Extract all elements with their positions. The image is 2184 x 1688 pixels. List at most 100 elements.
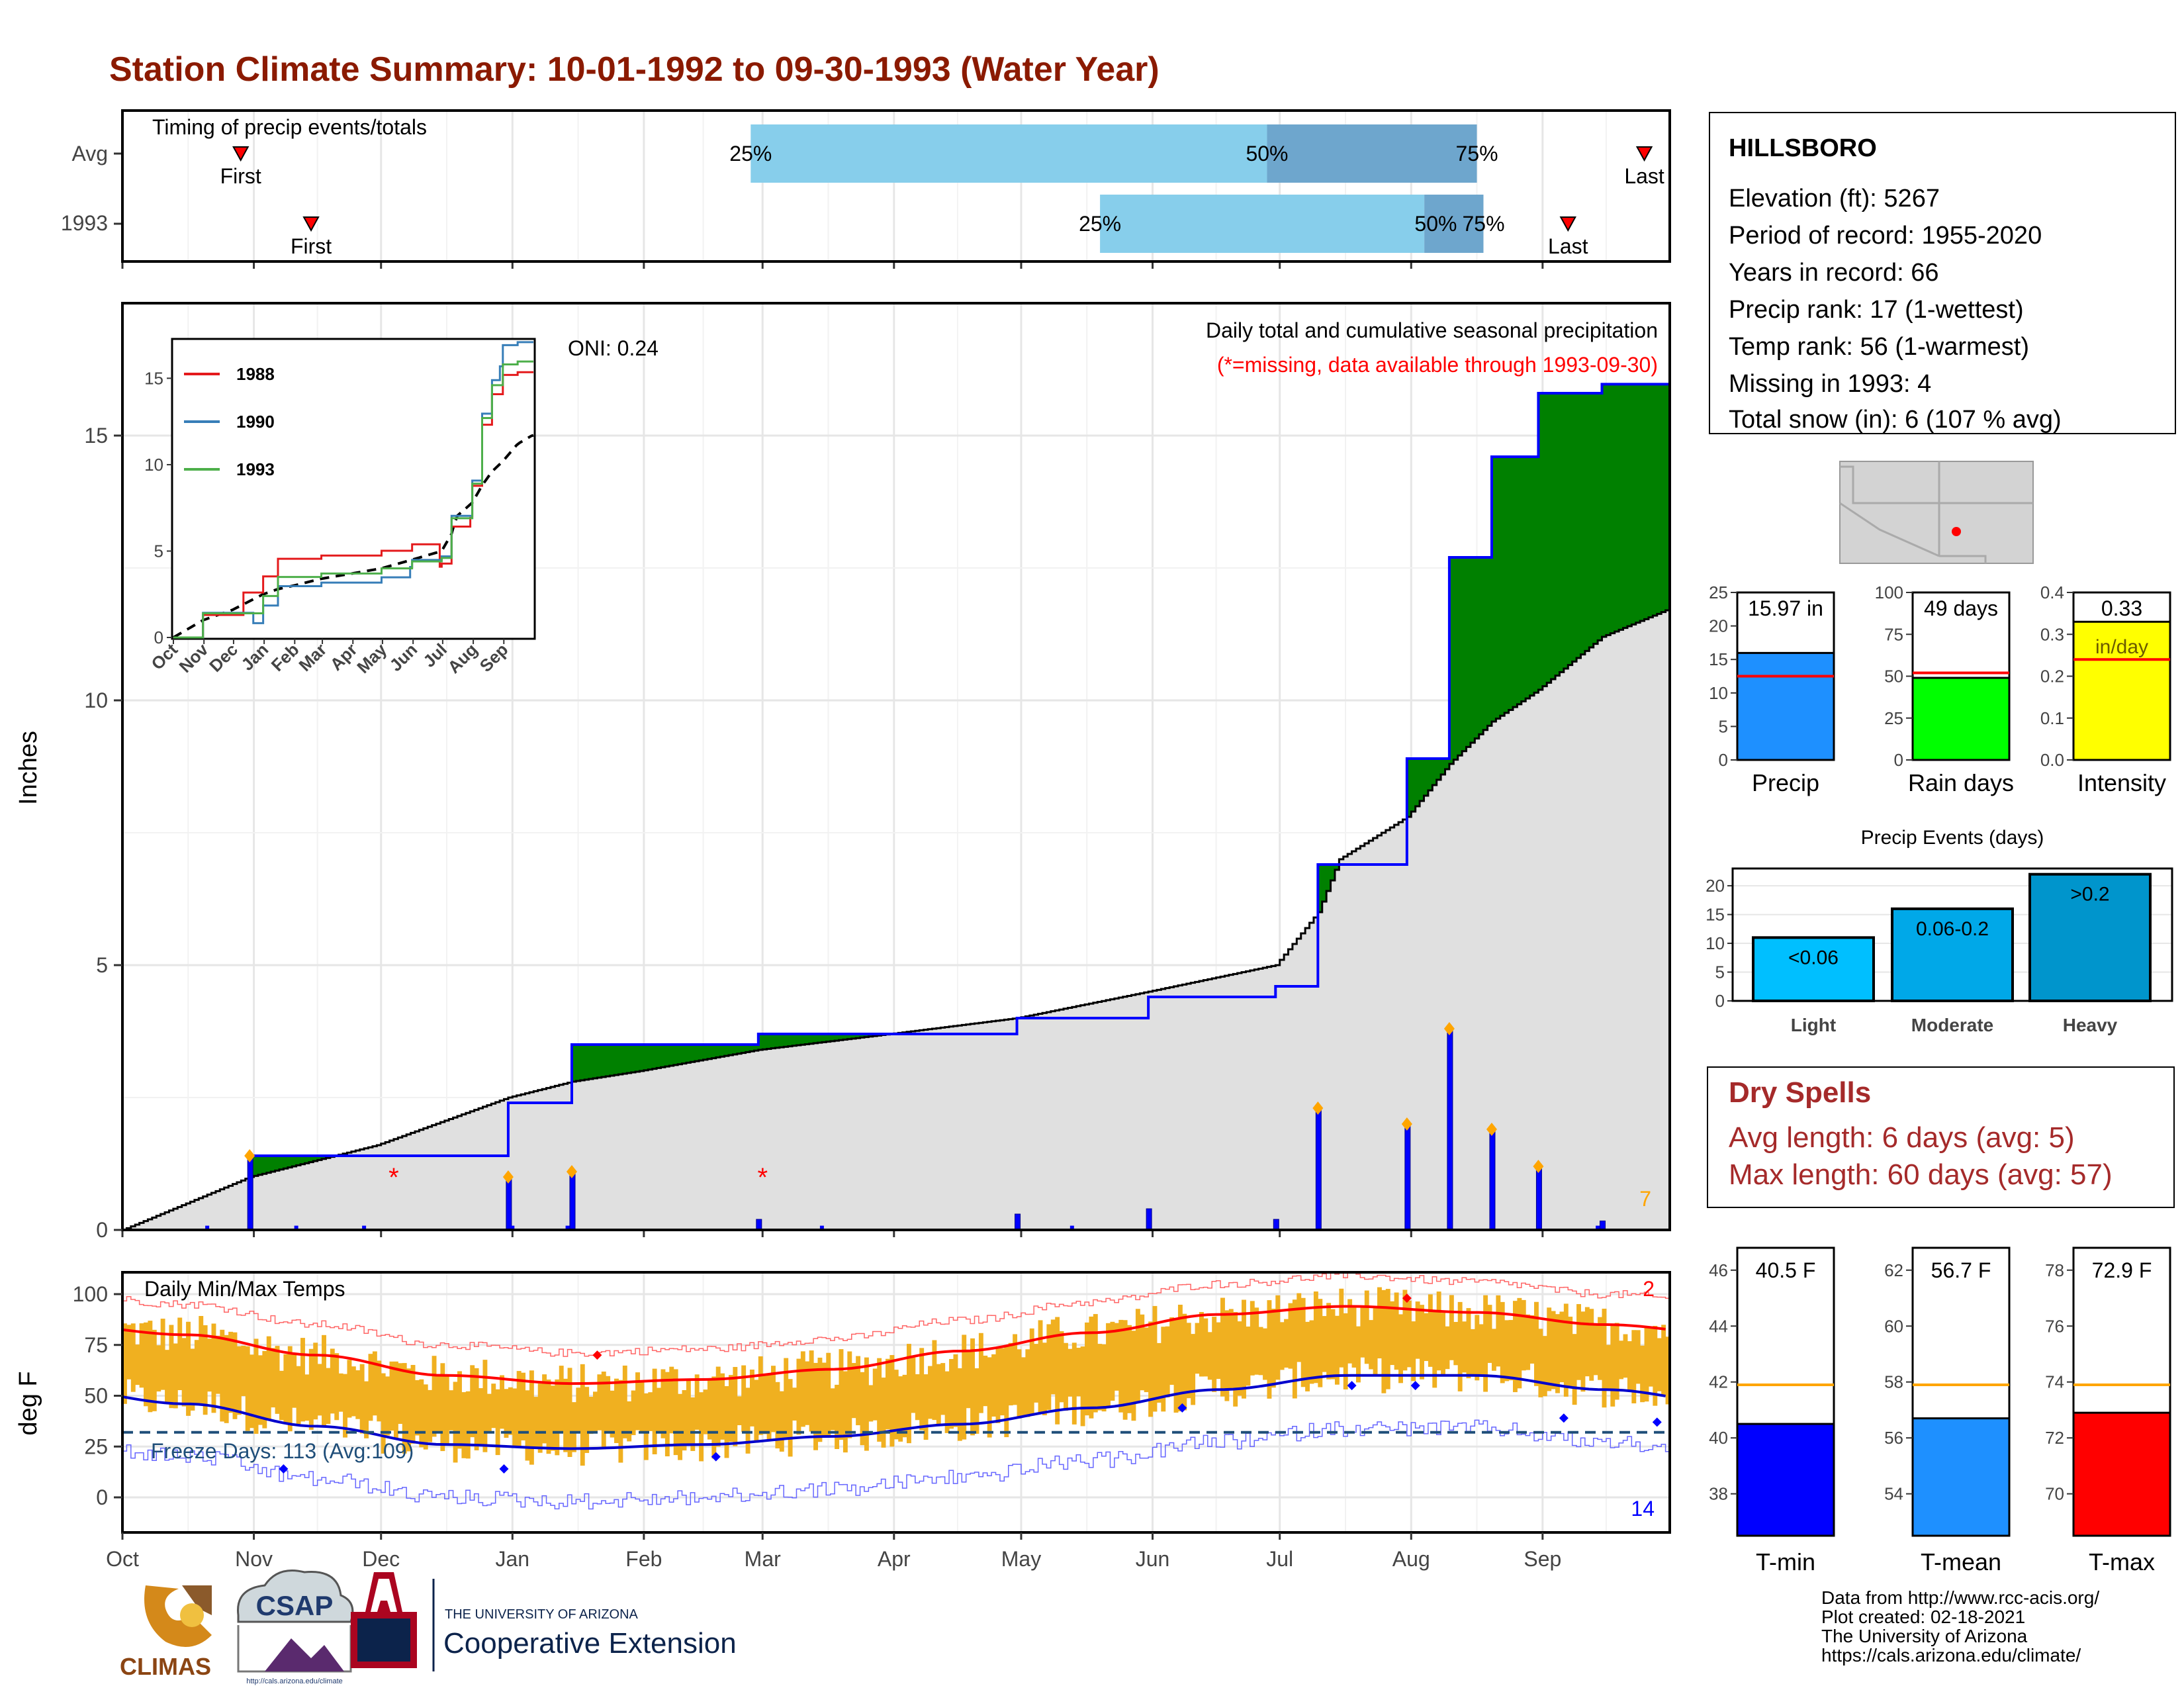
precip-above-avg bbox=[669, 1045, 674, 1066]
precip-above-avg bbox=[779, 1034, 784, 1048]
events-bar bbox=[1752, 936, 1875, 1002]
precip-above-avg bbox=[1415, 759, 1420, 806]
daily-temp-bar bbox=[597, 1374, 602, 1430]
mini-bar-ytick-label: 0.0 bbox=[2040, 750, 2064, 770]
temp-bar-value-label: 72.9 F bbox=[2092, 1258, 2152, 1282]
daily-temp-bar bbox=[974, 1368, 979, 1434]
mini-bar-value bbox=[2072, 620, 2171, 761]
temp-bar-value-label: 40.5 F bbox=[1756, 1258, 1816, 1282]
daily-temp-bar bbox=[978, 1333, 983, 1413]
daily-temp-bar bbox=[1466, 1308, 1471, 1379]
precip-above-avg bbox=[648, 1045, 653, 1070]
precip-above-avg bbox=[1504, 457, 1510, 713]
precip-above-avg bbox=[1457, 557, 1463, 756]
daily-temp-bar bbox=[1097, 1344, 1103, 1411]
temp-bar-value bbox=[1911, 1417, 2011, 1537]
daily-temp-bar bbox=[1551, 1311, 1556, 1389]
avg-max-temp-line bbox=[122, 1305, 1666, 1385]
daily-temp-bar bbox=[1118, 1319, 1124, 1413]
daily-temp-bar bbox=[550, 1385, 555, 1451]
daily-temp-bar bbox=[847, 1351, 852, 1438]
events-title: Precip Events (days) bbox=[1861, 827, 2044, 849]
precip-above-avg bbox=[745, 1045, 751, 1053]
precip-above-avg bbox=[279, 1156, 285, 1170]
precip-above-avg bbox=[1521, 457, 1526, 702]
daily-temp-bar bbox=[156, 1345, 161, 1392]
daily-temp-bar bbox=[1347, 1299, 1353, 1364]
precip-above-avg bbox=[1475, 557, 1480, 739]
timing-bar-25-50 bbox=[1100, 195, 1425, 253]
dry-spells-avg: Avg length: 6 days (avg: 5) bbox=[1729, 1121, 2075, 1154]
precip-above-avg bbox=[1547, 393, 1552, 683]
month-xtick-label: Feb bbox=[625, 1547, 662, 1571]
daily-temp-bar bbox=[343, 1374, 347, 1438]
daily-precip-bar bbox=[1600, 1220, 1606, 1231]
cumulative-inset: 051015OctNovDecJanFebMarAprMayJunJulAugS… bbox=[144, 338, 536, 677]
precip-above-avg bbox=[724, 1045, 729, 1056]
temp-bar-ytick-label: 72 bbox=[2045, 1428, 2064, 1448]
daily-temp-bar bbox=[821, 1362, 827, 1437]
daily-temp-bar bbox=[1156, 1342, 1161, 1403]
daily-temp-bar bbox=[322, 1335, 326, 1427]
daily-temp-bar bbox=[1589, 1309, 1594, 1381]
precip-above-avg bbox=[699, 1045, 704, 1060]
station-temp-rank: Temp rank: 56 (1-warmest) bbox=[1729, 333, 2029, 361]
daily-temp-bar bbox=[1305, 1321, 1310, 1391]
daily-temp-bar bbox=[1385, 1289, 1390, 1389]
precip-above-avg bbox=[622, 1045, 627, 1074]
precip-above-avg bbox=[728, 1045, 733, 1055]
daily-temp-bar bbox=[699, 1392, 704, 1462]
daily-temp-bar bbox=[461, 1392, 467, 1458]
heavy-precip-marker bbox=[1312, 1102, 1324, 1115]
daily-temp-bar bbox=[428, 1389, 433, 1442]
record-low-marker bbox=[711, 1452, 721, 1462]
precip-above-avg bbox=[304, 1156, 310, 1164]
daily-temp-bar bbox=[279, 1370, 284, 1421]
timing-p25-label: 25% bbox=[729, 142, 772, 165]
mini-bar-ytick-label: 25 bbox=[1709, 583, 1728, 602]
daily-temp-bar bbox=[1606, 1344, 1611, 1391]
daily-temp-bar bbox=[257, 1355, 263, 1425]
mini-bar-ytick-label: 100 bbox=[1875, 583, 1903, 602]
daily-temp-bar bbox=[486, 1393, 492, 1432]
ua-small-text: THE UNIVERSITY OF ARIZONA bbox=[445, 1607, 639, 1622]
daily-temp-bar bbox=[1377, 1287, 1382, 1359]
daily-temp-bar bbox=[593, 1391, 598, 1432]
precip-above-avg bbox=[1619, 384, 1624, 630]
daily-temp-bar bbox=[1034, 1344, 1039, 1403]
daily-temp-bar bbox=[304, 1374, 310, 1421]
temp-top-count: 2 bbox=[1643, 1277, 1655, 1301]
daily-temp-bar bbox=[805, 1361, 810, 1425]
daily-temp-bar bbox=[788, 1379, 793, 1457]
daily-temp-bar bbox=[444, 1376, 449, 1446]
temp-bar-ytick-label: 76 bbox=[2045, 1316, 2064, 1336]
mini-bar-ytick-label: 0.4 bbox=[2040, 583, 2064, 602]
daily-temp-bar bbox=[1101, 1344, 1107, 1412]
precip-above-avg bbox=[754, 1045, 759, 1051]
daily-temp-bar bbox=[1512, 1301, 1518, 1393]
month-xtick-label: Jun bbox=[1136, 1547, 1170, 1571]
daily-temp-bar bbox=[1267, 1300, 1272, 1399]
daily-temp-bar bbox=[842, 1371, 848, 1453]
timing-last-label: Last bbox=[1548, 234, 1588, 258]
freeze-days-label: Freeze Days: 113 (Avg:109) bbox=[151, 1439, 414, 1463]
daily-temp-bar bbox=[1373, 1308, 1378, 1376]
timing-first-label: First bbox=[291, 234, 332, 258]
daily-precip-bar bbox=[247, 1155, 253, 1231]
daily-temp-bar bbox=[330, 1348, 335, 1414]
daily-temp-bar bbox=[453, 1382, 458, 1463]
daily-precip-bar bbox=[819, 1225, 824, 1230]
daily-temp-bar bbox=[449, 1390, 454, 1430]
precip-ylabel: Inches bbox=[15, 731, 42, 805]
daily-temp-bar bbox=[1398, 1314, 1403, 1383]
daily-temp-bar bbox=[1013, 1334, 1018, 1405]
ua-big-text: Cooperative Extension bbox=[443, 1627, 737, 1660]
daily-temp-bar bbox=[423, 1384, 428, 1450]
missing-data-marker: * bbox=[757, 1163, 768, 1192]
month-xtick-label: Dec bbox=[362, 1547, 400, 1571]
daily-temp-bar bbox=[1313, 1291, 1318, 1383]
daily-temp-bar bbox=[194, 1340, 199, 1404]
daily-precip-bar bbox=[1015, 1213, 1021, 1231]
station-name: HILLSBORO bbox=[1729, 134, 1877, 162]
station-elevation: Elevation (ft): 5267 bbox=[1729, 185, 1940, 212]
